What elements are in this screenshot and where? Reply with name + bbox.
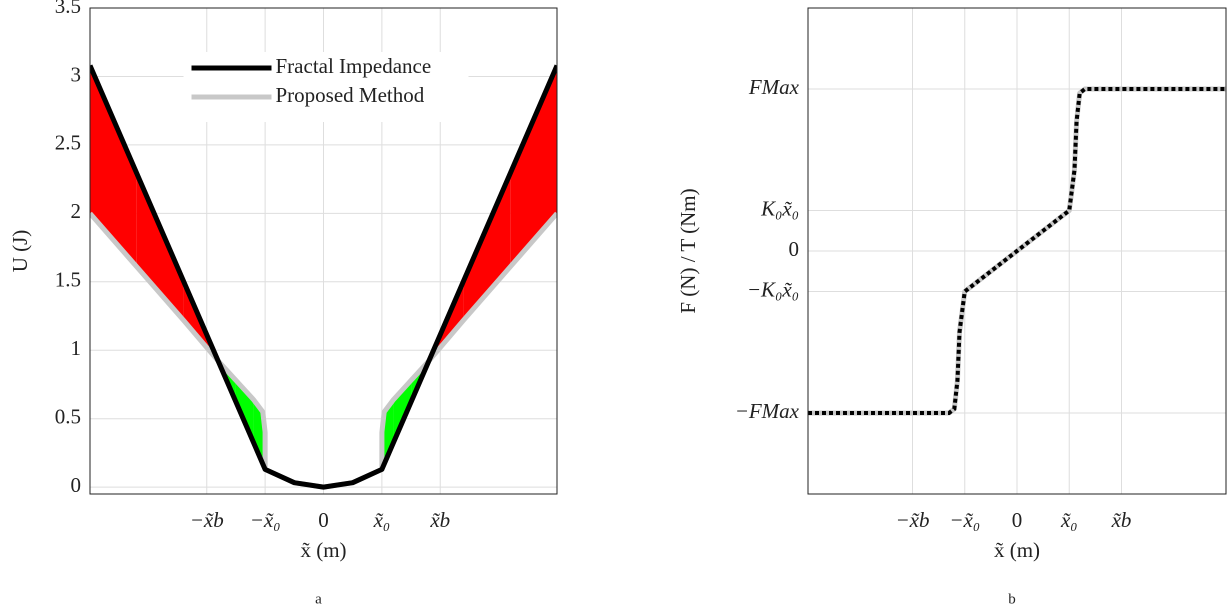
y-tick-label: 2 [71,199,82,223]
y-axis-label: F (N) / T (Nm) [676,188,700,313]
x-tick-label: x̃b [1111,508,1132,532]
x-tick-label: −x̃b [190,508,224,532]
y-tick-label: FMax [748,75,800,99]
axes-frame [89,7,558,495]
y-tick-label: 0.5 [55,405,81,429]
difference-fill [136,173,184,321]
y-tick-label: 0 [71,473,82,497]
legend-box [183,52,469,122]
x-tick-label: −x̃₀ [250,508,281,532]
y-tick-label: 1 [71,336,82,360]
y-axis-label: U (J) [8,230,32,273]
x-tick-label: 0 [1012,508,1023,532]
series-line-overlay [808,87,1226,415]
y-tick-label: −FMax [735,399,800,423]
x-tick-label: x̃₀ [373,508,391,532]
y-tick-label: 1.5 [55,268,81,292]
x-tick-label: x̃b [429,508,450,532]
x-axis-label: x̃ (m) [300,538,346,562]
x-tick-label: −x̃₀ [949,508,980,532]
x-tick-label: 0 [318,508,329,532]
legend-label: Proposed Method [276,83,425,107]
y-tick-label: K₀x̃₀ [760,196,799,220]
caption: b [1008,591,1016,607]
x-tick-label: x̃₀ [1060,508,1078,532]
series-line [90,64,557,490]
difference-fill [384,399,394,465]
y-tick-label: 0 [789,237,800,261]
y-tick-label: 3 [71,62,82,86]
difference-fill [510,65,557,267]
y-tick-label: 2.5 [55,131,81,155]
plot-area [808,86,1226,416]
y-tick-label: −K₀x̃₀ [747,277,799,301]
difference-fill [253,399,263,465]
caption: a [315,591,322,607]
plot-area [90,64,557,490]
y-tick-label: 3.5 [55,0,81,18]
difference-fill [463,173,511,321]
axes-frame [807,7,1227,495]
difference-fill [90,65,137,267]
legend-label: Fractal Impedance [276,54,432,78]
x-tick-label: −x̃b [896,508,930,532]
x-axis-label: x̃ (m) [994,538,1040,562]
